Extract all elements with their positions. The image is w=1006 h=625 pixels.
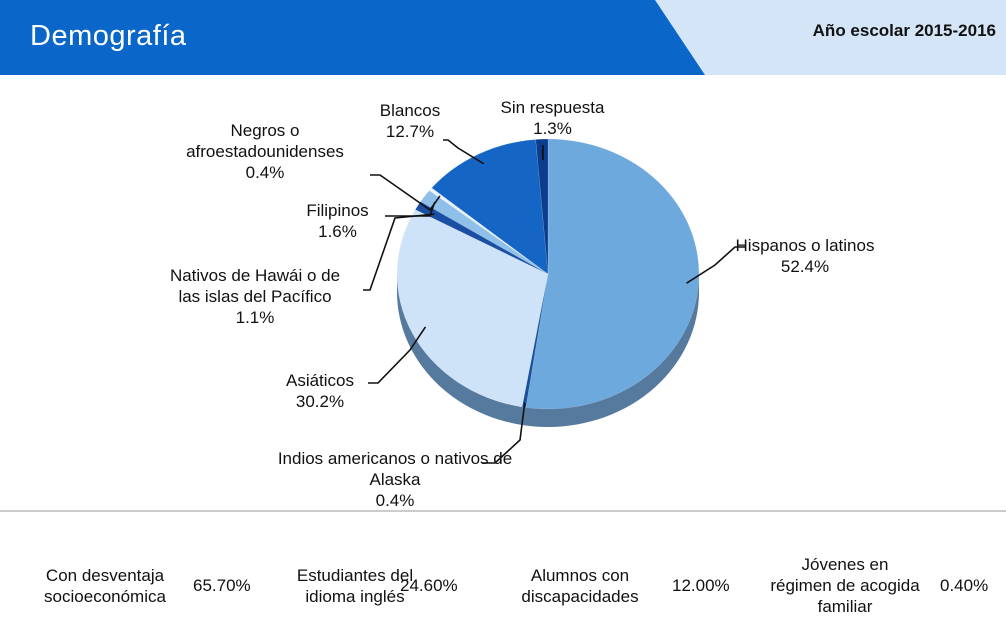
category-label: Blancos [379, 101, 441, 120]
value-label: 1.6% [318, 222, 357, 241]
stat-value-text: 24.60% [400, 576, 458, 595]
leader-line [370, 174, 441, 212]
stat: Con desventaja socioeconómica [30, 548, 180, 623]
category-label: Negros o afroestadounidenses [186, 121, 344, 161]
category-label: Sin respuesta [500, 98, 605, 117]
pie-label: Asiáticos 30.2% [270, 370, 370, 412]
category-label: Nativos de Hawái o de las islas del Pací… [169, 266, 341, 306]
leader-line [368, 326, 427, 384]
leader-line [686, 246, 745, 284]
category-label: Hispanos o latinos [735, 236, 875, 255]
value-label: 52.4% [780, 257, 830, 276]
stat-value: 0.40% [940, 548, 988, 623]
stat-value: 65.70% [193, 548, 251, 623]
value-label: 0.4% [375, 491, 415, 510]
header [0, 0, 1006, 75]
value-label: 1.1% [235, 308, 275, 327]
pie-label: Nativos de Hawái o de las islas del Pací… [160, 265, 350, 328]
stat-value-text: 0.40% [940, 576, 989, 595]
category-label: Indios americanos o nativos de Alaska [277, 449, 513, 489]
pie-slice [428, 187, 549, 275]
stat-label: Jóvenes en régimen de acogida familiar [770, 555, 920, 616]
stat: Estudiantes del idioma inglés [290, 548, 420, 623]
pie-label: Hispanos o latinos 52.4% [735, 235, 875, 277]
header-band [0, 0, 705, 75]
stat-label: Alumnos con discapacidades [521, 565, 639, 606]
pie-slice [535, 138, 549, 275]
leader-line [541, 145, 544, 161]
header-title: Demografía [30, 20, 187, 52]
pie-label: Filipinos 1.6% [280, 200, 395, 242]
pie-slice [414, 201, 549, 275]
pie-label: Negros o afroestadounidenses 0.4% [155, 120, 375, 183]
stat-value: 24.60% [400, 548, 458, 623]
pie-slice [431, 139, 549, 275]
value-label: 30.2% [295, 392, 345, 411]
stat-label: Estudiantes del idioma inglés [296, 565, 414, 606]
pie-label: Indios americanos o nativos de Alaska 0.4… [275, 448, 515, 511]
stat-label: Con desventaja socioeconómica [44, 565, 166, 606]
value-label: 0.4% [245, 163, 285, 182]
pie-slice [420, 190, 549, 275]
stat: Alumnos con discapacidades [505, 548, 655, 623]
stat-value-text: 65.70% [193, 576, 251, 595]
school-year: Año escolar 2015-2016 [812, 21, 996, 40]
value-label: 1.3% [533, 119, 572, 138]
leader-line [385, 201, 436, 217]
category-label: Filipinos [306, 201, 369, 220]
stat-value: 12.00% [672, 548, 730, 623]
value-label: 12.7% [385, 122, 435, 141]
leader-line [443, 139, 485, 165]
pie-label: Blancos 12.7% [360, 100, 460, 142]
category-label: Asiáticos [285, 371, 355, 390]
leader-line [482, 402, 526, 464]
stat: Jóvenes en régimen de acogida familiar [770, 548, 920, 623]
pie-slice [525, 138, 700, 410]
pie-label: Sin respuesta 1.3% [480, 97, 625, 139]
stat-value-text: 12.00% [672, 576, 730, 595]
pie-slice [396, 209, 549, 408]
